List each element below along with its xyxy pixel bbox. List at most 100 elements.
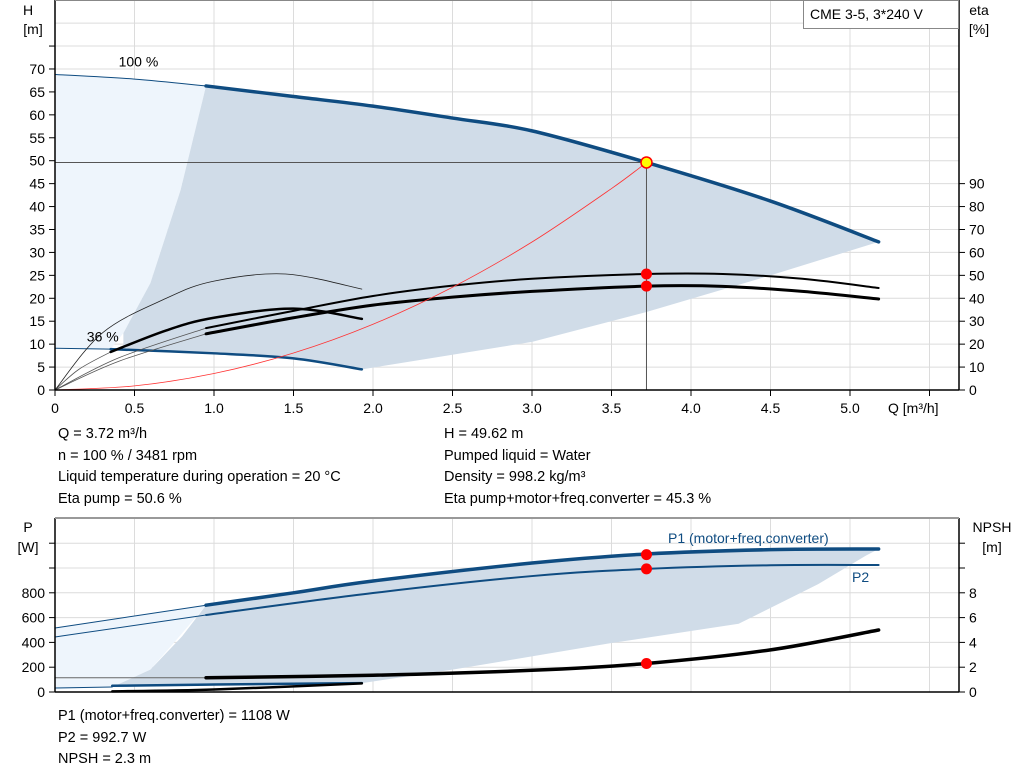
- eta-total-marker: [640, 280, 652, 292]
- x-tick-label: 1.5: [284, 400, 304, 416]
- eta-tick-label: 40: [969, 290, 985, 306]
- eta-curve-36-thin: [54, 273, 363, 391]
- product-label-box: CME 3-5, 3*240 V: [803, 0, 959, 29]
- top-curves: [54, 73, 881, 391]
- h-tick-label: 65: [29, 84, 45, 100]
- eta-tick-label: 10: [969, 359, 985, 375]
- eta-tick-label: 90: [969, 176, 985, 192]
- x-tick-label: 5.0: [840, 400, 860, 416]
- bottom-axes: 0 200 400 600 800 0 2 4 6 8: [22, 517, 977, 700]
- eta-pump-marker: [640, 268, 652, 280]
- x-tick-label: 2.5: [443, 400, 463, 416]
- info-p2: P2 = 992.7 W: [58, 729, 147, 746]
- h-tick-label: 55: [29, 130, 45, 146]
- x-tick-label: 2.0: [363, 400, 383, 416]
- p1-curve: [204, 547, 881, 607]
- q-axis-label: Q [m³/h]: [888, 400, 939, 416]
- npsh-tick-label: 6: [969, 610, 977, 626]
- p-tick-label: 800: [22, 585, 46, 601]
- p1-series-label: P1 (motor+freq.converter): [668, 530, 829, 546]
- h-tick-label: 15: [29, 313, 45, 329]
- x-tick-label: 3.0: [522, 400, 542, 416]
- operating-info-left: Q = 3.72 m³/h n = 100 % / 3481 rpm Liqui…: [58, 424, 341, 510]
- x-tick-label: 0: [51, 400, 59, 416]
- p1-marker: [640, 549, 652, 561]
- p1-curve-extension: [54, 604, 207, 629]
- p2-curve: [205, 563, 880, 616]
- region-light: [55, 74, 207, 350]
- info-npsh: NPSH = 2.3 m: [58, 751, 152, 767]
- info-liquid: Pumped liquid = Water: [444, 447, 591, 464]
- p2-marker: [640, 563, 652, 575]
- eta-curve-extension: [54, 327, 207, 391]
- head-curve-100: [204, 84, 881, 244]
- operating-info-right: H = 49.62 m Pumped liquid = Water Densit…: [444, 424, 711, 510]
- h-tick-label: 10: [29, 336, 45, 352]
- region-dark: [123, 85, 879, 370]
- operating-point-marker: [640, 156, 653, 169]
- npsh-tick-label: 2: [969, 659, 977, 675]
- power-info: P1 (motor+freq.converter) = 1108 W P2 = …: [58, 706, 290, 771]
- product-label: CME 3-5, 3*240 V: [810, 6, 923, 22]
- x-tick-label: 0.5: [125, 400, 145, 416]
- h-tick-label: 45: [29, 176, 45, 192]
- h-tick-label: 60: [29, 107, 45, 123]
- p-tick-label: 600: [22, 610, 46, 626]
- p-axis-unit: [W]: [18, 539, 39, 555]
- h-tick-label: 0: [37, 382, 45, 398]
- npsh-tick-label: 0: [969, 684, 977, 700]
- bottom-curves: [54, 547, 881, 693]
- npsh-marker: [640, 657, 652, 669]
- p-tick-label: 200: [22, 659, 46, 675]
- npsh-curve: [204, 628, 881, 680]
- h-tick-label: 30: [29, 244, 45, 260]
- p-tick-label: 400: [22, 634, 46, 650]
- eta-curve-36: [109, 307, 364, 354]
- p-axis-label: P: [23, 519, 32, 535]
- eta-tick-label: 70: [969, 221, 985, 237]
- eta-tick-label: 60: [969, 244, 985, 260]
- region-light: [55, 605, 207, 690]
- bottom-operating-regions: [55, 549, 879, 690]
- eta-axis-unit: [%]: [969, 21, 989, 37]
- h-tick-label: 5: [37, 359, 45, 375]
- x-tick-label: 4.0: [681, 400, 701, 416]
- top-operating-regions: [55, 74, 879, 370]
- head-curve-36-extension: [54, 347, 112, 350]
- info-speed: n = 100 % / 3481 rpm: [58, 447, 198, 464]
- h-tick-label: 20: [29, 290, 45, 306]
- npsh-tick-label: 8: [969, 585, 977, 601]
- eta-pump-curve: [205, 272, 880, 330]
- info-eta-pump: Eta pump = 50.6 %: [58, 490, 182, 507]
- x-tick-label: 1.0: [204, 400, 224, 416]
- h-axis-unit: [m]: [23, 21, 42, 37]
- head-curve-100-extension: [54, 73, 207, 87]
- p1-curve-36: [110, 681, 364, 688]
- info-p1: P1 (motor+freq.converter) = 1108 W: [58, 708, 290, 724]
- eta-axis-label: eta: [969, 2, 989, 18]
- speed-label-100: 100 %: [119, 54, 159, 70]
- eta-tick-label: 30: [969, 313, 985, 329]
- h-tick-label: 35: [29, 221, 45, 237]
- info-density: Density = 998.2 kg/m³: [444, 469, 586, 485]
- info-head: H = 49.62 m: [444, 426, 524, 442]
- eta-tick-label: 50: [969, 267, 985, 283]
- npsh-axis-label: NPSH: [973, 519, 1012, 535]
- speed-label-36: 36 %: [87, 328, 119, 344]
- p2-series-label: P2: [852, 569, 869, 585]
- h-tick-label: 50: [29, 153, 45, 169]
- eta-curve-extension: [54, 351, 112, 391]
- eta-curve-extension: [54, 333, 207, 391]
- h-tick-label: 25: [29, 267, 45, 283]
- x-tick-label: 4.5: [761, 400, 781, 416]
- npsh-axis-unit: [m]: [982, 539, 1001, 555]
- p1-curve-36-extension: [54, 686, 113, 689]
- h-axis-label: H: [23, 2, 33, 18]
- npsh-curve-36: [110, 682, 364, 693]
- info-temperature: Liquid temperature during operation = 20…: [58, 469, 341, 485]
- x-tick-label: 3.5: [602, 400, 622, 416]
- npsh-tick-label: 4: [969, 634, 977, 650]
- info-eta-total: Eta pump+motor+freq.converter = 45.3 %: [444, 490, 712, 507]
- p2-curve-extension: [54, 614, 207, 638]
